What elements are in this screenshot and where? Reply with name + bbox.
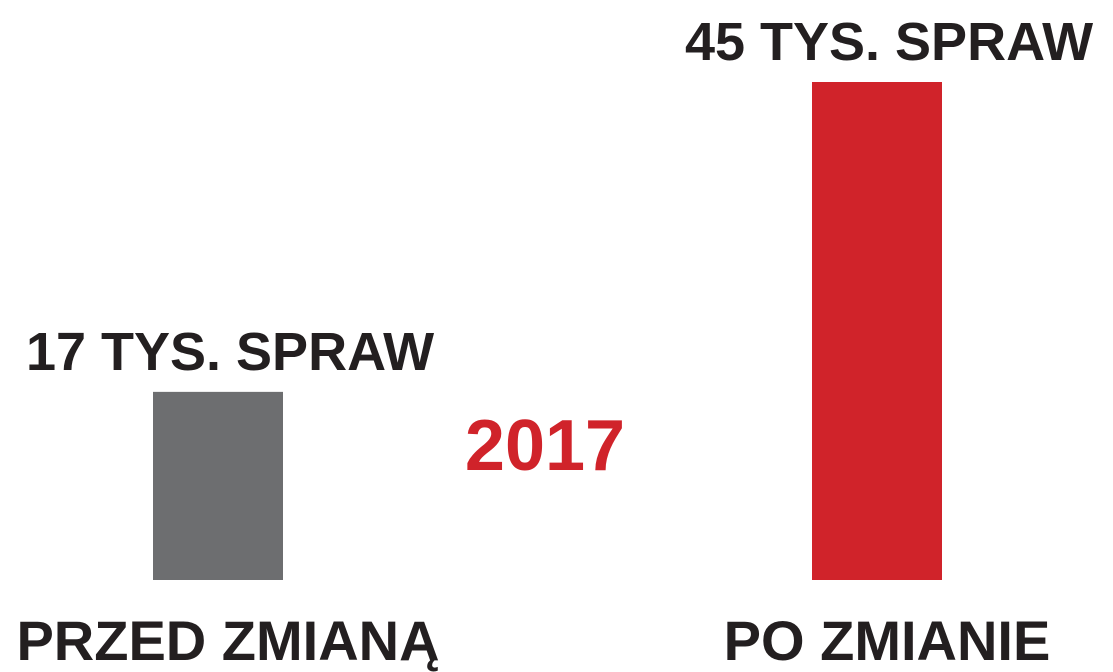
category-label: PRZED ZMIANĄ xyxy=(16,609,439,672)
bar xyxy=(153,391,283,580)
category-label: PO ZMIANIE xyxy=(724,609,1051,672)
bar xyxy=(812,82,942,580)
annotation: 2017 xyxy=(465,406,625,486)
value-label: 45 TYS. SPRAW xyxy=(685,12,1093,72)
value-label: 17 TYS. SPRAW xyxy=(26,322,434,382)
